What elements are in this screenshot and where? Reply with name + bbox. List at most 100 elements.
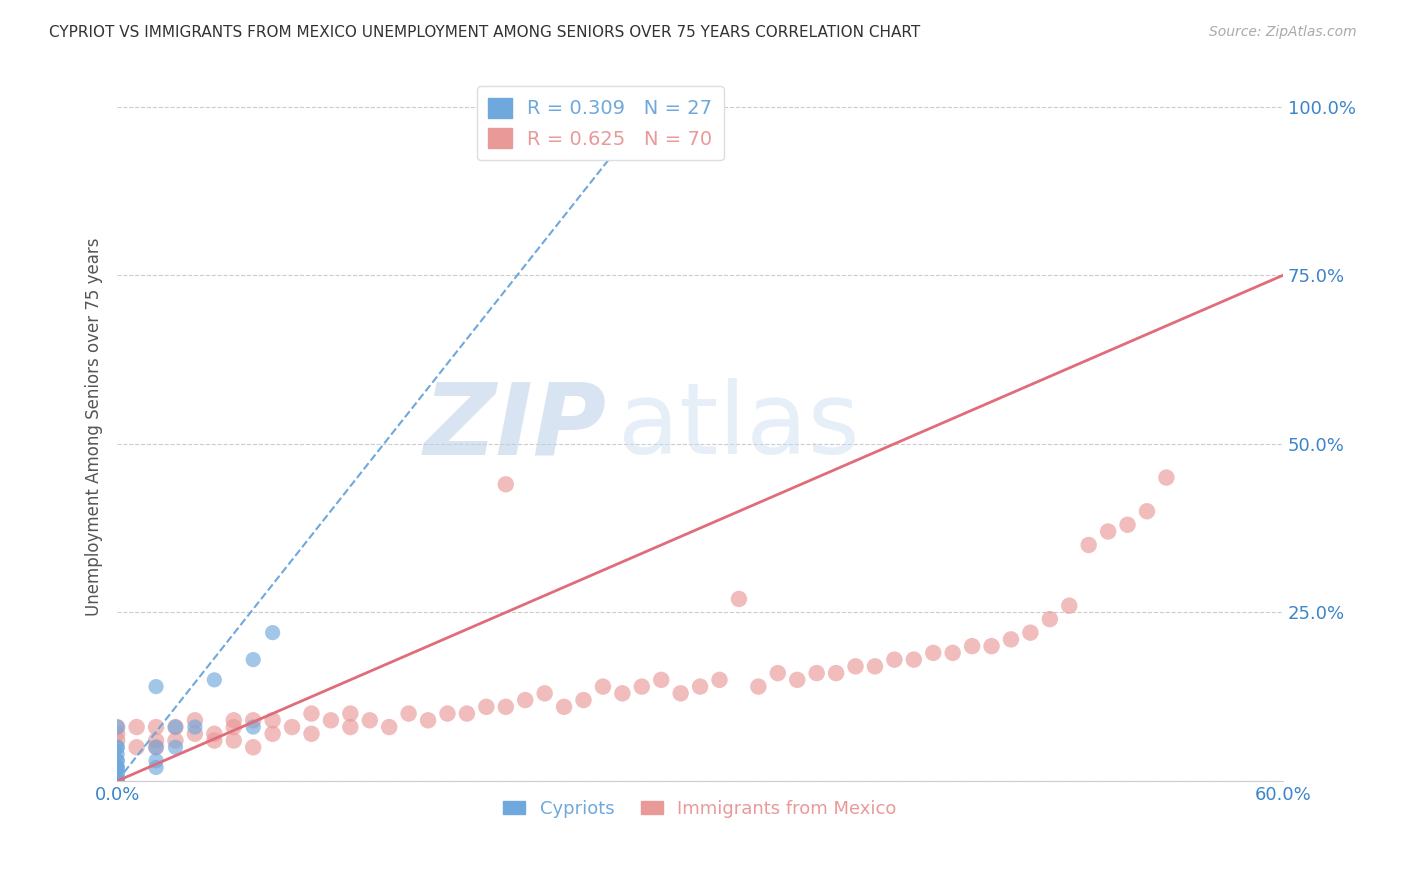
Point <box>105 774 128 789</box>
Point <box>222 714 245 728</box>
Point <box>184 714 207 728</box>
Point <box>165 733 187 747</box>
Point <box>242 720 264 734</box>
Point <box>242 714 264 728</box>
Point <box>105 767 128 781</box>
Point <box>165 740 187 755</box>
Text: Source: ZipAtlas.com: Source: ZipAtlas.com <box>1209 25 1357 39</box>
Point <box>165 720 187 734</box>
Point <box>145 733 167 747</box>
Point <box>980 639 1002 653</box>
Point <box>553 699 575 714</box>
Point <box>728 591 751 606</box>
Point <box>1156 470 1178 484</box>
Point <box>533 686 555 700</box>
Point <box>1097 524 1119 539</box>
Point <box>398 706 420 721</box>
Point <box>105 754 128 768</box>
Point <box>436 706 458 721</box>
Point <box>378 720 401 734</box>
Point <box>630 680 652 694</box>
Point <box>105 760 128 774</box>
Point <box>145 740 167 755</box>
Point <box>825 666 848 681</box>
Point <box>222 720 245 734</box>
Point <box>786 673 808 687</box>
Point <box>339 706 361 721</box>
Point <box>515 693 537 707</box>
Point <box>105 774 128 789</box>
Point <box>301 706 323 721</box>
Point <box>495 699 517 714</box>
Point <box>145 740 167 755</box>
Point <box>145 760 167 774</box>
Point <box>689 680 711 694</box>
Point <box>766 666 789 681</box>
Point <box>1057 599 1080 613</box>
Point <box>125 720 148 734</box>
Point <box>262 727 284 741</box>
Point <box>105 727 128 741</box>
Point <box>883 652 905 666</box>
Point <box>105 720 128 734</box>
Point <box>105 733 128 747</box>
Point <box>709 673 731 687</box>
Point <box>222 733 245 747</box>
Point <box>456 706 478 721</box>
Point <box>339 720 361 734</box>
Point <box>281 720 304 734</box>
Point <box>1116 517 1139 532</box>
Point <box>475 699 498 714</box>
Point <box>495 477 517 491</box>
Point <box>806 666 828 681</box>
Point <box>319 714 342 728</box>
Point <box>359 714 381 728</box>
Point <box>242 652 264 666</box>
Point <box>1000 632 1022 647</box>
Y-axis label: Unemployment Among Seniors over 75 years: Unemployment Among Seniors over 75 years <box>86 238 103 616</box>
Text: ZIP: ZIP <box>423 378 607 475</box>
Point <box>650 673 672 687</box>
Point <box>262 625 284 640</box>
Text: atlas: atlas <box>619 378 860 475</box>
Point <box>592 680 614 694</box>
Point <box>242 740 264 755</box>
Point <box>105 760 128 774</box>
Point <box>572 693 595 707</box>
Point <box>301 727 323 741</box>
Point <box>1136 504 1159 518</box>
Point <box>105 774 128 789</box>
Point <box>863 659 886 673</box>
Point <box>1039 612 1062 626</box>
Point <box>105 754 128 768</box>
Point <box>416 714 439 728</box>
Point <box>105 774 128 789</box>
Point <box>1077 538 1099 552</box>
Point <box>105 720 128 734</box>
Point <box>1019 625 1042 640</box>
Point <box>202 727 225 741</box>
Point <box>202 673 225 687</box>
Point <box>105 740 128 755</box>
Point <box>202 733 225 747</box>
Point <box>960 639 983 653</box>
Point <box>612 686 634 700</box>
Point <box>747 680 769 694</box>
Point <box>105 767 128 781</box>
Point <box>105 760 128 774</box>
Point <box>669 686 692 700</box>
Point <box>262 714 284 728</box>
Point <box>903 652 925 666</box>
Point <box>105 747 128 761</box>
Point <box>165 720 187 734</box>
Point <box>184 720 207 734</box>
Point <box>105 774 128 789</box>
Point <box>922 646 945 660</box>
Point <box>184 727 207 741</box>
Point <box>145 754 167 768</box>
Point <box>125 740 148 755</box>
Legend: Cypriots, Immigrants from Mexico: Cypriots, Immigrants from Mexico <box>496 793 904 825</box>
Point <box>145 680 167 694</box>
Point <box>145 720 167 734</box>
Text: CYPRIOT VS IMMIGRANTS FROM MEXICO UNEMPLOYMENT AMONG SENIORS OVER 75 YEARS CORRE: CYPRIOT VS IMMIGRANTS FROM MEXICO UNEMPL… <box>49 25 921 40</box>
